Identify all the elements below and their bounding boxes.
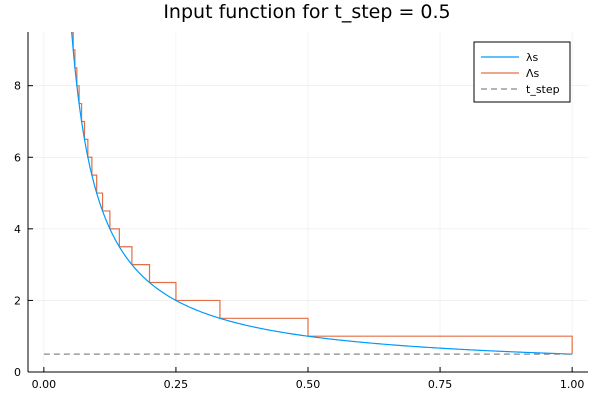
y-tick-label: 4 bbox=[14, 223, 21, 236]
chart-title: Input function for t_step = 0.5 bbox=[163, 1, 450, 23]
legend-label-t-step: t_step bbox=[526, 83, 560, 96]
y-tick-label: 2 bbox=[14, 294, 21, 307]
series-cap-lambda-s bbox=[71, 32, 573, 355]
series-lambda-s bbox=[71, 32, 573, 355]
legend-box bbox=[473, 41, 571, 103]
y-tick-label: 0 bbox=[14, 366, 21, 379]
x-tick-label: 0.00 bbox=[32, 378, 57, 391]
ticks: 0.00 0.25 0.50 0.75 1.00 0 2 4 6 8 bbox=[14, 80, 584, 391]
y-tick-label: 8 bbox=[14, 80, 21, 93]
y-tick-label: 6 bbox=[14, 151, 21, 164]
x-tick-label: 0.75 bbox=[428, 378, 453, 391]
legend-label-cap-lambda-s: Λs bbox=[526, 67, 540, 80]
x-tick-label: 0.25 bbox=[164, 378, 189, 391]
x-tick-label: 0.50 bbox=[296, 378, 321, 391]
legend: λs Λs t_step bbox=[473, 41, 571, 103]
plot-area bbox=[43, 32, 573, 355]
x-tick-label: 1.00 bbox=[560, 378, 585, 391]
legend-label-lambda-s: λs bbox=[526, 51, 539, 64]
